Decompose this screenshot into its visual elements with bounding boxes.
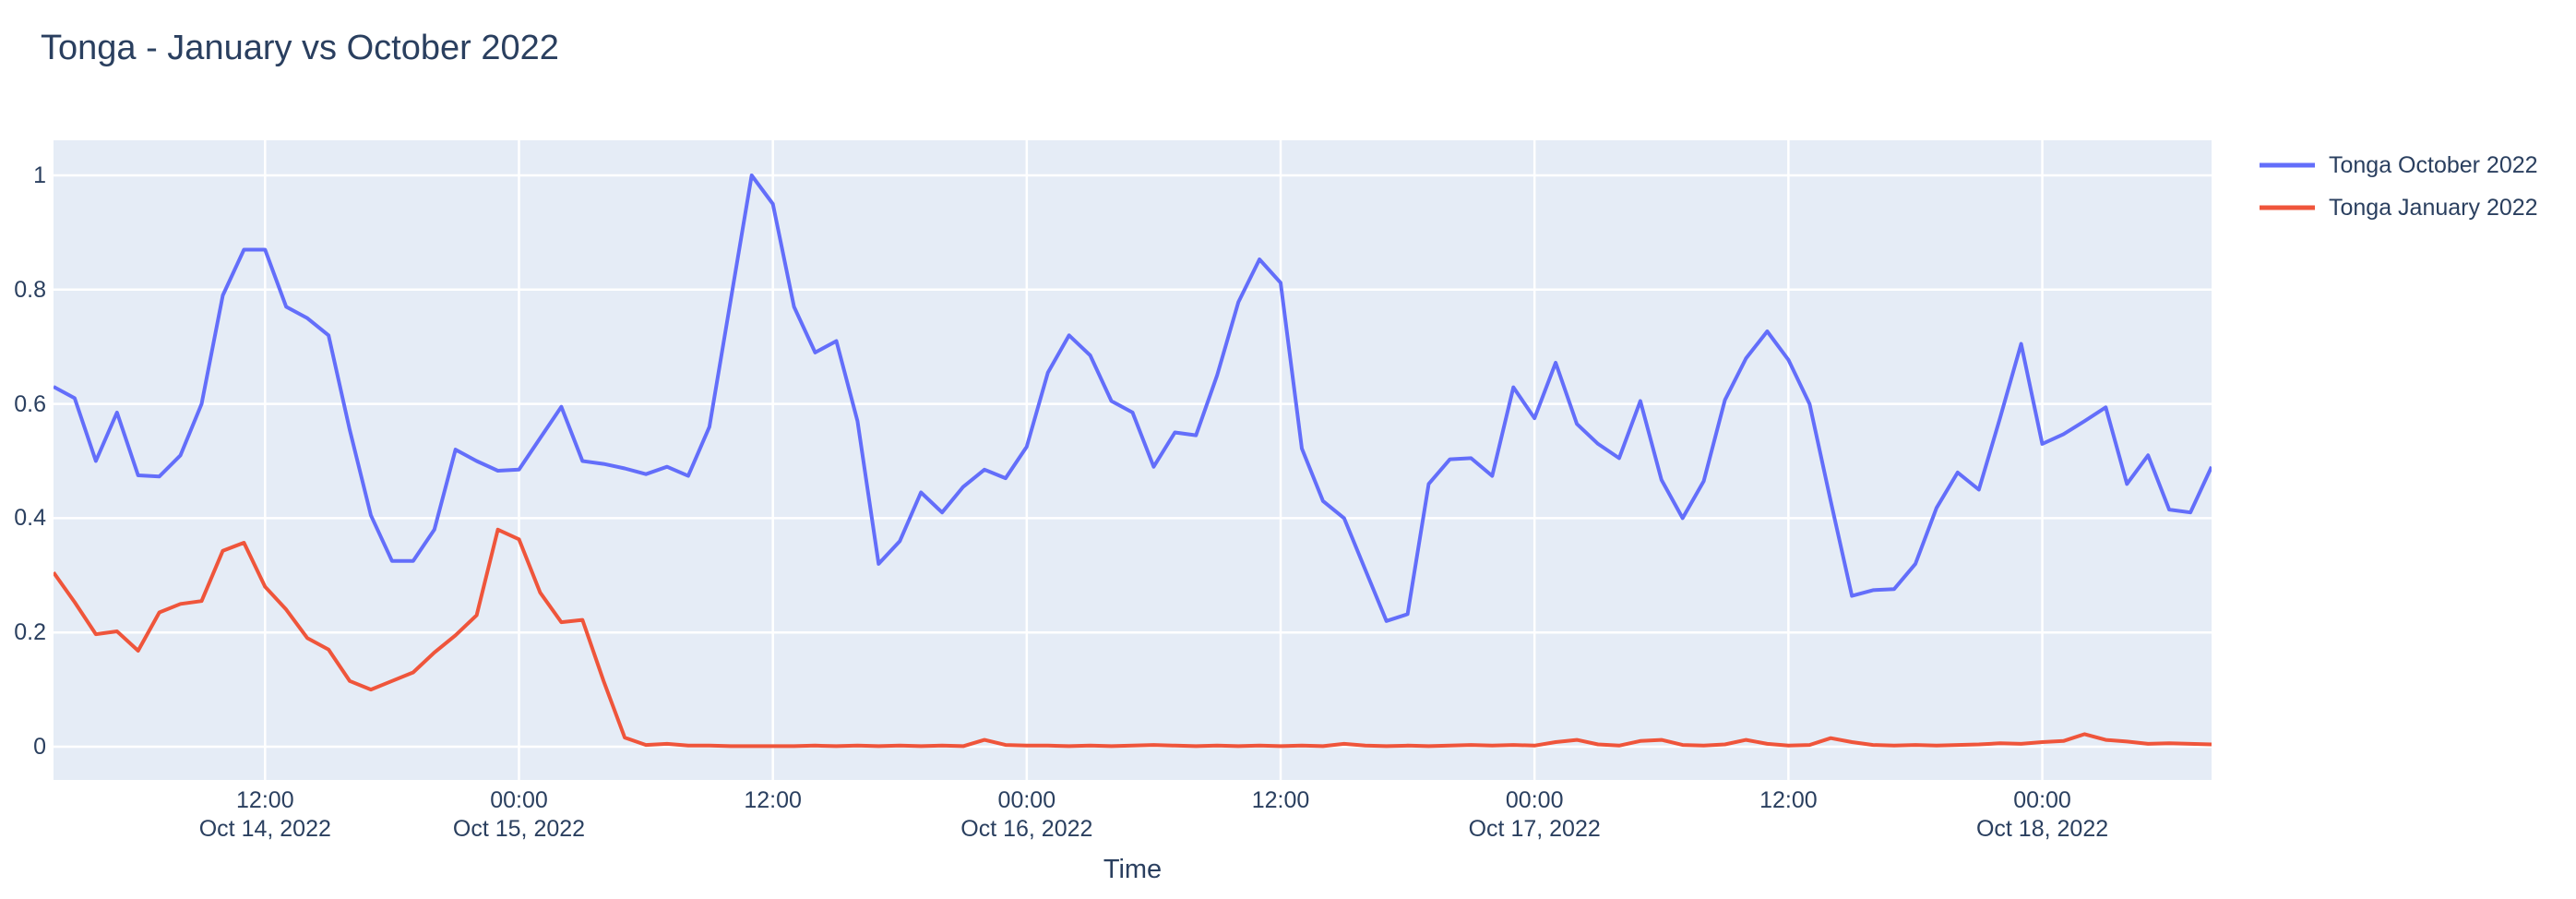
x-tick-label: 12:00 [744,786,802,815]
legend-label: Tonga October 2022 [2329,151,2538,178]
x-tick-label: 12:00 Oct 14, 2022 [199,786,331,844]
x-tick-date: Oct 14, 2022 [198,816,331,842]
series-lines [54,174,2212,749]
y-tick-label: 1 [33,162,46,188]
x-gridlines [264,140,2044,780]
x-tick-label: 00:00 Oct 15, 2022 [453,786,585,844]
plot-background[interactable] [54,140,2212,780]
x-tick-label: 00:00 Oct 18, 2022 [1976,786,2108,844]
x-tick-time: 12:00 [1759,787,1818,813]
legend-line-sample-january [2260,205,2315,210]
series-line-tonga-october-2022[interactable] [54,174,2212,623]
legend-item-tonga-january-2022[interactable]: Tonga January 2022 [2259,190,2538,225]
legend-item-tonga-october-2022[interactable]: Tonga October 2022 [2259,148,2538,183]
chart-title: Tonga - January vs October 2022 [41,29,559,67]
legend: Tonga October 2022 Tonga January 2022 [2259,148,2538,225]
x-tick-time: 00:00 [997,787,1056,813]
x-tick-label: 00:00 Oct 16, 2022 [960,786,1092,844]
y-tick-label: 0.8 [14,276,46,303]
y-tick-label: 0.2 [14,619,46,646]
x-tick-time: 12:00 [1251,787,1310,813]
y-tick-label: 0.4 [14,505,46,532]
x-tick-time: 00:00 [490,787,548,813]
x-tick-time: 00:00 [2013,787,2071,813]
x-tick-date: Oct 16, 2022 [960,816,1093,842]
x-tick-date: Oct 17, 2022 [1468,816,1601,842]
x-tick-time: 12:00 [236,787,294,813]
x-tick-label: 12:00 [1759,786,1818,815]
y-gridlines [54,174,2212,749]
y-tick-label: 0.6 [14,390,46,417]
legend-line-sample-october [2260,162,2315,168]
x-tick-date: Oct 15, 2022 [452,816,586,842]
x-tick-time: 12:00 [744,787,802,813]
x-tick-label: 00:00 Oct 17, 2022 [1469,786,1601,844]
y-tick-label: 0 [33,734,46,760]
x-axis-title: Time [1103,855,1163,884]
x-tick-time: 00:00 [1505,787,1564,813]
x-tick-label: 12:00 [1252,786,1310,815]
series-line-tonga-january-2022[interactable] [54,527,2212,749]
x-tick-date: Oct 18, 2022 [1975,816,2109,842]
legend-label: Tonga January 2022 [2329,194,2538,221]
